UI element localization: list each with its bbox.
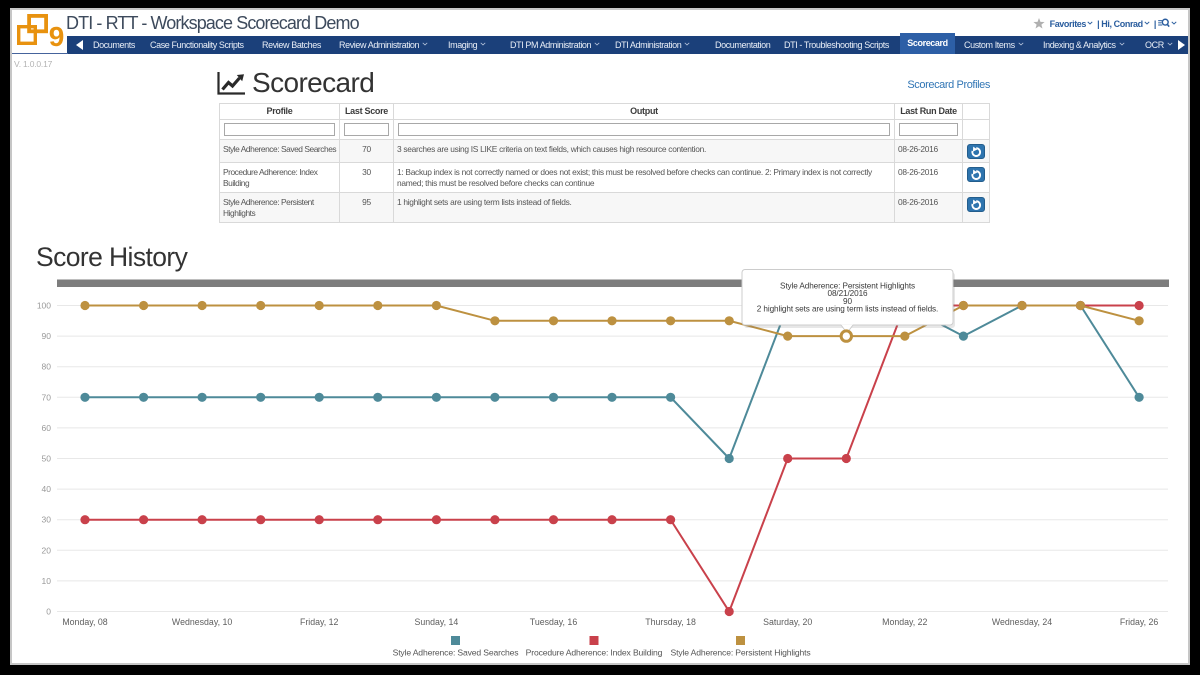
svg-text:Saturday, 20: Saturday, 20 xyxy=(763,617,812,627)
svg-text:Style Adherence: Saved Searche: Style Adherence: Saved Searches xyxy=(393,648,519,658)
svg-text:70: 70 xyxy=(42,392,52,402)
svg-text:Friday, 26: Friday, 26 xyxy=(1120,617,1159,627)
svg-text:40: 40 xyxy=(42,484,52,494)
svg-text:Sunday, 14: Sunday, 14 xyxy=(414,617,458,627)
svg-text:30: 30 xyxy=(42,515,52,525)
svg-text:10: 10 xyxy=(42,576,52,586)
svg-text:0: 0 xyxy=(46,607,51,617)
svg-text:Wednesday, 10: Wednesday, 10 xyxy=(172,617,232,627)
svg-text:90: 90 xyxy=(42,331,52,341)
svg-text:Wednesday, 24: Wednesday, 24 xyxy=(992,617,1052,627)
svg-text:Thursday, 18: Thursday, 18 xyxy=(645,617,696,627)
svg-text:Procedure Adherence: Index Bui: Procedure Adherence: Index Building xyxy=(526,648,663,658)
svg-text:60: 60 xyxy=(42,423,52,433)
svg-text:Tuesday, 16: Tuesday, 16 xyxy=(530,617,578,627)
svg-text:20: 20 xyxy=(42,545,52,555)
svg-text:Monday, 08: Monday, 08 xyxy=(62,617,107,627)
svg-text:08/21/2016: 08/21/2016 xyxy=(828,289,869,298)
svg-text:Style Adherence: Persistent Hi: Style Adherence: Persistent Highlights xyxy=(780,281,915,290)
svg-text:9: 9 xyxy=(49,21,65,52)
svg-text:100: 100 xyxy=(37,301,51,311)
svg-text:2 highlight sets are using ter: 2 highlight sets are using term lists in… xyxy=(757,305,938,314)
svg-text:Monday, 22: Monday, 22 xyxy=(882,617,927,627)
svg-text:80: 80 xyxy=(42,362,52,372)
svg-text:50: 50 xyxy=(42,454,52,464)
svg-text:Friday, 12: Friday, 12 xyxy=(300,617,339,627)
svg-text:Style Adherence: Persistent Hi: Style Adherence: Persistent Highlights xyxy=(671,648,811,658)
svg-text:90: 90 xyxy=(843,297,852,306)
